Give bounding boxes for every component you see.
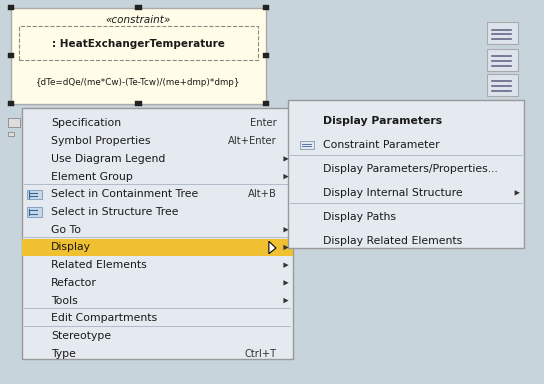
Text: Specification: Specification	[51, 118, 121, 129]
Bar	[263, 101, 269, 106]
Bar	[19, 26, 258, 60]
Text: Tools: Tools	[51, 296, 78, 306]
Polygon shape	[283, 298, 289, 303]
Text: Edit Compartments: Edit Compartments	[51, 313, 157, 323]
Bar	[487, 49, 518, 71]
Bar	[8, 101, 14, 106]
Bar	[288, 100, 524, 248]
Polygon shape	[515, 190, 520, 195]
Text: Go To: Go To	[51, 225, 81, 235]
Bar	[8, 132, 14, 136]
Polygon shape	[269, 241, 276, 253]
Text: Display: Display	[51, 242, 91, 252]
Text: Display Internal Structure: Display Internal Structure	[323, 188, 462, 198]
Polygon shape	[283, 245, 289, 250]
Bar	[487, 74, 518, 96]
Bar	[300, 141, 313, 149]
Polygon shape	[283, 263, 289, 268]
Bar	[135, 5, 141, 10]
Bar	[11, 8, 266, 104]
Text: Enter: Enter	[250, 118, 277, 129]
Bar	[22, 108, 293, 359]
Text: Display Related Elements: Display Related Elements	[323, 235, 462, 245]
Text: Display Paths: Display Paths	[323, 212, 395, 222]
Text: Ctrl+T: Ctrl+T	[245, 349, 277, 359]
Text: Display Parameters: Display Parameters	[323, 116, 442, 126]
Text: Constraint Parameter: Constraint Parameter	[323, 140, 440, 150]
Text: Alt+B: Alt+B	[248, 189, 277, 199]
Text: Select in Containment Tree: Select in Containment Tree	[51, 189, 199, 199]
Bar	[27, 207, 42, 217]
Polygon shape	[283, 227, 289, 232]
Text: Display Parameters/Properties...: Display Parameters/Properties...	[323, 164, 498, 174]
Text: Use Diagram Legend: Use Diagram Legend	[51, 154, 165, 164]
Bar	[22, 238, 293, 256]
Bar	[487, 22, 518, 44]
Text: Related Elements: Related Elements	[51, 260, 147, 270]
Text: Type: Type	[51, 349, 76, 359]
Bar	[8, 118, 20, 127]
Polygon shape	[283, 280, 289, 286]
Bar	[27, 190, 42, 199]
Text: Alt+Enter: Alt+Enter	[228, 136, 277, 146]
Text: Stereotype: Stereotype	[51, 331, 111, 341]
Text: Element Group: Element Group	[51, 172, 133, 182]
Polygon shape	[283, 156, 289, 162]
Bar	[135, 101, 141, 106]
Polygon shape	[283, 174, 289, 179]
Bar	[8, 53, 14, 58]
Text: : HeatExchangerTemperature: : HeatExchangerTemperature	[52, 39, 225, 49]
Text: Select in Structure Tree: Select in Structure Tree	[51, 207, 178, 217]
Bar	[263, 53, 269, 58]
Bar	[8, 5, 14, 10]
Text: {dTe=dQe/(me*Cw)-(Te-Tcw)/(me+dmp)*dmp}: {dTe=dQe/(me*Cw)-(Te-Tcw)/(me+dmp)*dmp}	[36, 78, 241, 87]
Text: «constraint»: «constraint»	[106, 15, 171, 25]
Bar	[263, 5, 269, 10]
Text: Refactor: Refactor	[51, 278, 97, 288]
Text: Symbol Properties: Symbol Properties	[51, 136, 151, 146]
